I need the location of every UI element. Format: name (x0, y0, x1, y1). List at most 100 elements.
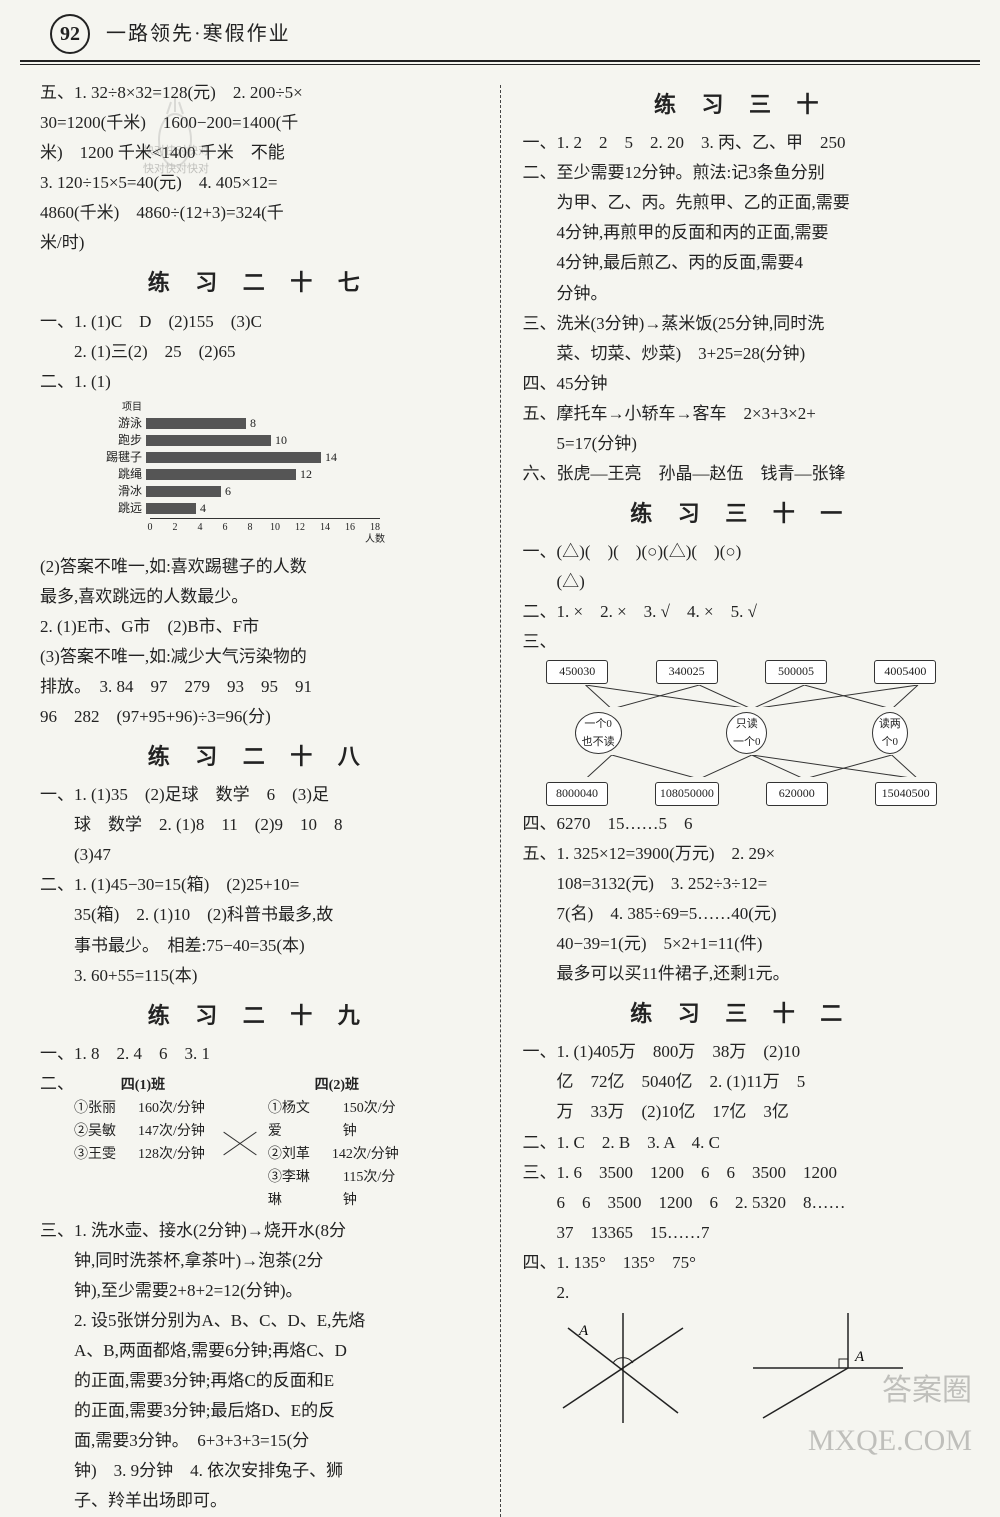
bar-label: 跳远 (100, 499, 146, 519)
ex28-line: 3. 60+55=115(本) (40, 962, 478, 990)
oval-label: 读两 个0 (872, 712, 908, 754)
ex28-title: 练 习 二 十 八 (40, 739, 478, 775)
ex29-line: A、B,两面都烙,需要6分钟;再烙C、D (40, 1337, 478, 1365)
envelope: 8000040 (546, 782, 608, 806)
ex29-title: 练 习 二 十 九 (40, 998, 478, 1034)
ex31-line: 40−39=1(元) 5×2+1=11(件) (523, 930, 961, 958)
ex27-line: 一、1. (1)C D (2)155 (3)C (40, 308, 478, 336)
ex29-line: 钟,同时洗茶杯,拿茶叶)→泡茶(2分 (40, 1247, 478, 1275)
bar-rect (146, 435, 271, 446)
ex27-title: 练 习 二 十 七 (40, 265, 478, 301)
bar-rect (146, 486, 221, 497)
ex28-line: 35(箱) 2. (1)10 (2)科普书最多,故 (40, 901, 478, 929)
angle-figure-left: A (553, 1313, 693, 1423)
ex30-line: 五、摩托车→小轿车→客车 2×3+3×2+ (523, 400, 961, 428)
ex31-line: 二、1. × 2. × 3. √ 4. × 5. √ (523, 598, 961, 626)
ex29-line: 的正面,需要3分钟;再烙C的反面和E (40, 1367, 478, 1395)
bar-rect (146, 469, 296, 480)
sec5-line: 米/时) (40, 229, 478, 257)
ex28-line: 球 数学 2. (1)8 11 (2)9 10 8 (40, 811, 478, 839)
page-title: 一路领先·寒假作业 (106, 18, 291, 51)
ex29-line: 钟) 3. 9分钟 4. 依次安排兔子、狮 (40, 1457, 478, 1485)
ex32-line: 三、1. 6 3500 1200 6 6 3500 1200 (523, 1159, 961, 1187)
oval-label: 只读 一个0 (726, 712, 768, 754)
sec5-line: 4860(千米) 4860÷(12+3)=324(千 (40, 199, 478, 227)
ex30-line: 4分钟,最后煎乙、丙的反面,需要4 (523, 249, 961, 277)
net-lines-bottom (533, 755, 971, 777)
bar-value: 10 (271, 431, 287, 451)
bar-rect (146, 503, 196, 514)
ex31-line: 五、1. 325×12=3900(万元) 2. 29× (523, 840, 961, 868)
ex30-line: 四、45分钟 (523, 370, 961, 398)
ex30-line: 4分钟,再煎甲的反面和丙的正面,需要 (523, 219, 961, 247)
bar-value: 8 (246, 414, 256, 434)
left-column: 五、1. 32÷8×32=128(元) 2. 200÷5× 30=1200(千米… (40, 79, 478, 1517)
bar-rect (146, 452, 321, 463)
ex32-line: 万 33万 (2)10亿 17亿 3亿 (523, 1098, 961, 1126)
ex27-line: (3)答案不唯一,如:减少大气污染物的 (40, 643, 478, 671)
svg-text:A: A (578, 1323, 589, 1339)
ex32-line: 二、1. C 2. B 3. A 4. C (523, 1129, 961, 1157)
ex27-line: 2. (1)三(2) 25 (2)65 (40, 338, 478, 366)
ex31-diagram: 4500303400255000054005400 一个0 也不读只读 一个0读… (523, 660, 961, 805)
ex29-line: 子、羚羊出场即可。 (40, 1487, 478, 1515)
ex27-line: 排放。 3. 84 97 279 93 95 91 (40, 673, 478, 701)
ex27-line: (2)答案不唯一,如:喜欢踢毽子的人数 (40, 553, 478, 581)
bar-value: 6 (221, 482, 231, 502)
ex28-line: 二、1. (1)45−30=15(箱) (2)25+10= (40, 871, 478, 899)
ex27-line: 最多,喜欢跳远的人数最少。 (40, 583, 478, 611)
ex29-line: 2. 设5张饼分别为A、B、C、D、E,先烙 (40, 1307, 478, 1335)
ex30-line: 三、洗米(3分钟)→蒸米饭(25分钟,同时洗 (523, 310, 961, 338)
envelope: 4005400 (874, 660, 936, 684)
envelope: 620000 (766, 782, 828, 806)
envelope: 108050000 (655, 782, 719, 806)
ex29-line: 三、1. 洗水壶、接水(2分钟)→烧开水(8分 (40, 1217, 478, 1245)
ex30-line: 二、至少需要12分钟。煎法:记3条鱼分别 (523, 159, 961, 187)
ex32-line: 四、1. 135° 135° 75° (523, 1249, 961, 1277)
ex27-line: 二、1. (1) (40, 368, 478, 396)
ex31-title: 练 习 三 十 一 (523, 496, 961, 532)
envelope: 15040500 (875, 782, 937, 806)
bar-value: 12 (296, 465, 312, 485)
ex32-line: 6 6 3500 1200 6 2. 5320 8…… (523, 1189, 961, 1217)
ex30-line: 菜、切菜、炒菜) 3+25=28(分钟) (523, 340, 961, 368)
ex30-title: 练 习 三 十 (523, 87, 961, 123)
page-header: 92 一路领先·寒假作业 (20, 0, 980, 62)
cross-lines-icon (220, 1113, 260, 1173)
ex27-line: 2. (1)E市、G市 (2)B市、F市 (40, 613, 478, 641)
envelope: 450030 (546, 660, 608, 684)
ex30-line: 六、张虎—王亮 孙晶—赵伍 钱青—张锋 (523, 460, 961, 488)
ex29-two-label: 二、 (40, 1070, 74, 1217)
ex29-line: 的正面,需要3分钟;最后烙D、E的反 (40, 1397, 478, 1425)
sec5-line: 米) 1200 千米<1400 千米 不能 (40, 139, 478, 167)
page-number: 92 (50, 14, 90, 54)
ex30-line: 5=17(分钟) (523, 430, 961, 458)
column-divider (500, 85, 501, 1517)
ex32-title: 练 习 三 十 二 (523, 996, 961, 1032)
ex32-line: 2. (523, 1279, 961, 1307)
sec5-line: 3. 120÷15×5=40(元) 4. 405×12= (40, 169, 478, 197)
ex31-line: 三、 (523, 628, 961, 656)
sec5-line: 五、1. 32÷8×32=128(元) 2. 200÷5× (40, 79, 478, 107)
ex28-line: 一、1. (1)35 (2)足球 数学 6 (3)足 (40, 781, 478, 809)
ex29-line: 面,需要3分钟。 6+3+3+3=15(分 (40, 1427, 478, 1455)
ex32-line: 一、1. (1)405万 800万 38万 (2)10 (523, 1038, 961, 1066)
ex31-line: 7(名) 4. 385÷69=5……40(元) (523, 900, 961, 928)
svg-text:A: A (854, 1349, 865, 1365)
ex29-line: 一、1. 8 2. 4 6 3. 1 (40, 1040, 478, 1068)
ex31-line: 一、(△)( )( )(○)(△)( )(○) (523, 538, 961, 566)
ex32-line: 亿 72亿 5040亿 2. (1)11万 5 (523, 1068, 961, 1096)
sec5-line: 30=1200(千米) 1600−200=1400(千 (40, 109, 478, 137)
ex27-bar-chart: 项目 游泳8跑步10踢毽子14跳绳12滑冰6跳远4 02468101214161… (100, 400, 478, 549)
watermark-bottom: 答案圈 MXQE.COM (808, 1366, 972, 1465)
watermark-carrot: 快对快对快对 快对快对快对 (145, 98, 205, 174)
ex31-line: 108=3132(元) 3. 252÷3÷12= (523, 870, 961, 898)
net-lines-top (533, 685, 971, 707)
ex30-line: 分钟。 (523, 280, 961, 308)
ex29-line: 钟),至少需要2+8+2=12(分钟)。 (40, 1277, 478, 1305)
ex32-line: 37 13365 15……7 (523, 1219, 961, 1247)
bar-rect (146, 418, 246, 429)
oval-label: 一个0 也不读 (575, 712, 622, 754)
ex28-line: 事书最少。 相差:75−40=35(本) (40, 932, 478, 960)
ex27-line: 96 282 (97+95+96)÷3=96(分) (40, 703, 478, 731)
